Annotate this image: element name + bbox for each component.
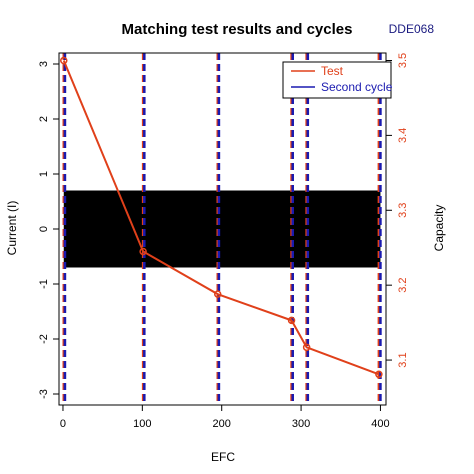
legend-label-second-cycle: Second cycle [321,80,393,94]
series-test-line [62,60,380,376]
x-axis-label: EFC [211,450,235,464]
y-left-tick-label-5: -2 [38,334,50,344]
x-tick-label-2: 200 [213,418,231,430]
legend-box [282,61,392,99]
y-left-tick-label-2: 1 [38,171,50,177]
y-left-tick-label-6: -3 [38,389,50,399]
legend: Test Second cycle [282,61,393,99]
plot-area: 0 100 200 300 400 3 2 1 0 -1 -2 -3 3.5 3.4 3.3 3.2 3.1 [38,52,409,430]
series-test-point-2 [213,290,222,298]
series-test-point-5 [375,370,383,379]
y-axis-label-left: Current (I) [5,201,19,256]
current-band [63,190,381,268]
series-test-point-3 [287,316,296,325]
x-tick-label-1: 100 [133,418,151,430]
y-axis-label-right: Capacity [432,205,446,252]
x-tick-label-3: 300 [292,418,310,430]
y-right-tick-label-3: 3.2 [397,278,409,293]
y-right-tick-label-4: 3.1 [397,352,409,367]
x-tick-label-0: 0 [60,418,66,430]
x-tick-label-4: 400 [371,418,389,430]
series-test-point-4 [302,343,311,352]
y-left-tick-label-4: -1 [38,279,50,289]
legend-label-test: Test [321,64,344,78]
y-right-tick-label-2: 3.3 [397,203,409,218]
y-left-tick-label-1: 2 [38,116,50,122]
series-test-point-1 [139,247,147,256]
series-test-point-0 [60,56,68,65]
y-left-tick-label-0: 3 [38,61,50,67]
dataset-tag: DDE068 [389,22,435,36]
y-left-tick-label-3: 0 [38,226,50,232]
chart-title: Matching test results and cycles [122,21,353,38]
y-right-tick-label-1: 3.4 [397,128,409,143]
y-right-tick-label-0: 3.5 [397,53,409,68]
